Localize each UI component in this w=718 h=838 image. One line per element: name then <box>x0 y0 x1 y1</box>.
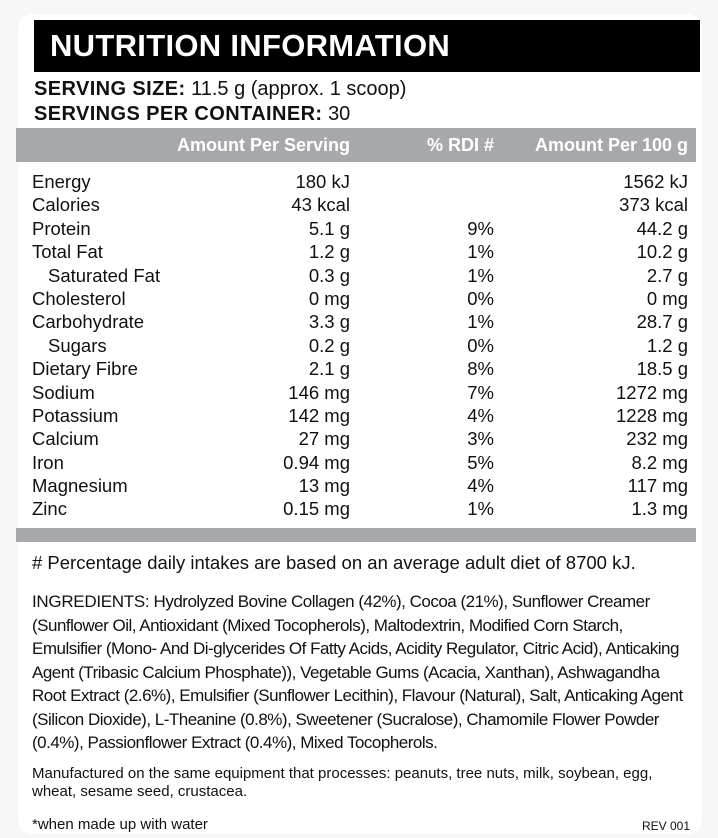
per-100g-value: 117 mg <box>627 475 688 497</box>
revision-code: REV 001 <box>641 819 690 833</box>
serving-size-label: SERVING SIZE: <box>34 78 186 100</box>
per-100g-value: 18.5 g <box>636 358 688 380</box>
per-100g-value: 0 mg <box>646 287 688 309</box>
per-serving-value: 146 mg <box>288 381 350 403</box>
table-row: Energy 180 kJ 1562 kJ <box>16 170 696 193</box>
rdi-value: 9% <box>467 217 494 239</box>
nutrient-name: Protein <box>32 217 91 239</box>
ingredients-block: INGREDIENTS: Hydrolyzed Bovine Collagen … <box>32 590 692 755</box>
servings-per-container: SERVINGS PER CONTAINER: 30 <box>34 102 350 126</box>
column-header-bar: Amount Per Serving % RDI # Amount Per 10… <box>16 128 696 162</box>
rdi-value: 7% <box>467 381 494 403</box>
nutrient-name: Sodium <box>32 381 95 403</box>
per-serving-value: 180 kJ <box>295 171 350 192</box>
table-row: Magnesium 13 mg 4% 117 mg <box>16 474 696 497</box>
nutrient-name: Zinc <box>32 498 67 520</box>
per-100g-value: 373 kcal <box>619 194 688 216</box>
nutrient-name: Magnesium <box>32 475 128 497</box>
table-row: Calcium 27 mg 3% 232 mg <box>16 427 696 450</box>
column-header-per-100g: Amount Per 100 g <box>534 135 688 155</box>
servings-per-container-label: SERVINGS PER CONTAINER: <box>34 103 323 125</box>
rdi-value: 1% <box>467 498 494 520</box>
per-serving-value: 1.2 g <box>308 241 350 263</box>
nutrient-name: Sugars <box>48 334 107 356</box>
table-row: Total Fat 1.2 g 1% 10.2 g <box>16 240 696 263</box>
nutrient-name: Calcium <box>32 428 99 450</box>
per-100g-value: 10.2 g <box>636 241 688 263</box>
nutrient-name: Calories <box>32 194 100 216</box>
table-row: Sugars 0.2 g 0% 1.2 g <box>16 334 696 357</box>
table-row: Carbohydrate 3.3 g 1% 28.7 g <box>16 310 696 333</box>
per-100g-value: 44.2 g <box>636 217 688 239</box>
per-100g-value: 1562 kJ <box>623 171 688 192</box>
per-serving-value: 2.1 g <box>308 358 350 380</box>
nutrient-name: Saturated Fat <box>48 264 161 286</box>
panel-title: NUTRITION INFORMATION <box>34 20 700 72</box>
table-row: Cholesterol 0 mg 0% 0 mg <box>16 287 696 310</box>
table-bottom-bar <box>16 528 696 542</box>
per-100g-value: 28.7 g <box>636 311 688 333</box>
per-serving-value: 142 mg <box>288 404 350 426</box>
nutrient-name: Dietary Fibre <box>32 358 138 380</box>
rdi-value: 4% <box>467 475 494 497</box>
table-row: Protein 5.1 g 9% 44.2 g <box>16 217 696 240</box>
per-serving-value: 43 kcal <box>291 194 350 216</box>
per-serving-value: 0.2 g <box>308 334 350 356</box>
rdi-value: 8% <box>467 358 494 380</box>
rdi-value: 5% <box>467 451 494 473</box>
ingredients-label: INGREDIENTS: <box>32 592 150 611</box>
nutrient-name: Iron <box>32 451 64 473</box>
per-100g-value: 1272 mg <box>616 381 688 403</box>
column-header-rdi: % RDI # <box>426 135 494 155</box>
per-serving-value: 3.3 g <box>308 311 350 333</box>
per-100g-value: 1.3 mg <box>631 498 688 520</box>
per-100g-value: 2.7 g <box>646 264 688 286</box>
rdi-value: 3% <box>467 428 494 450</box>
rdi-value: 0% <box>467 334 494 356</box>
per-serving-value: 5.1 g <box>308 217 350 239</box>
column-header-per-serving: Amount Per Serving <box>176 135 350 155</box>
nutrient-name: Cholesterol <box>32 287 126 309</box>
rdi-value: 1% <box>467 264 494 286</box>
rdi-value: 4% <box>467 404 494 426</box>
per-100g-value: 1228 mg <box>616 404 688 426</box>
per-serving-value: 0 mg <box>308 287 350 309</box>
nutrient-name: Carbohydrate <box>32 311 145 333</box>
per-serving-value: 0.3 g <box>308 264 350 286</box>
table-row: Iron 0.94 mg 5% 8.2 mg <box>16 451 696 474</box>
rdi-value: 0% <box>467 287 494 309</box>
rdi-footnote: # Percentage daily intakes are based on … <box>32 552 636 573</box>
allergen-note: Manufactured on the same equipment that … <box>32 765 653 800</box>
nutrient-table: Energy 180 kJ 1562 kJ Calories 43 kcal 373 k… <box>16 170 696 521</box>
serving-size: SERVING SIZE: 11.5 g (approx. 1 scoop) <box>34 77 406 101</box>
per-100g-value: 8.2 mg <box>631 451 688 473</box>
water-note: *when made up with water <box>32 816 208 833</box>
table-row: Sodium 146 mg 7% 1272 mg <box>16 381 696 404</box>
nutrient-name: Potassium <box>32 404 119 426</box>
serving-size-value: 11.5 g (approx. 1 scoop) <box>191 78 407 100</box>
per-serving-value: 13 mg <box>298 475 350 497</box>
table-row: Potassium 142 mg 4% 1228 mg <box>16 404 696 427</box>
per-serving-value: 27 mg <box>298 428 350 450</box>
table-row: Dietary Fibre 2.1 g 8% 18.5 g <box>16 357 696 380</box>
per-serving-value: 0.15 mg <box>283 498 350 520</box>
nutrient-name: Energy <box>32 171 91 192</box>
per-serving-value: 0.94 mg <box>283 451 350 473</box>
per-100g-value: 1.2 g <box>646 334 688 356</box>
rdi-value: 1% <box>467 241 494 263</box>
ingredients-text: Hydrolyzed Bovine Collagen (42%), Cocoa … <box>32 592 683 752</box>
table-row: Zinc 0.15 mg 1% 1.3 mg <box>16 497 696 520</box>
rdi-value: 1% <box>467 311 494 333</box>
table-row: Saturated Fat 0.3 g 1% 2.7 g <box>16 264 696 287</box>
per-100g-value: 232 mg <box>626 428 688 450</box>
table-row: Calories 43 kcal 373 kcal <box>16 193 696 216</box>
servings-per-container-value: 30 <box>328 103 351 125</box>
nutrient-name: Total Fat <box>32 241 103 263</box>
